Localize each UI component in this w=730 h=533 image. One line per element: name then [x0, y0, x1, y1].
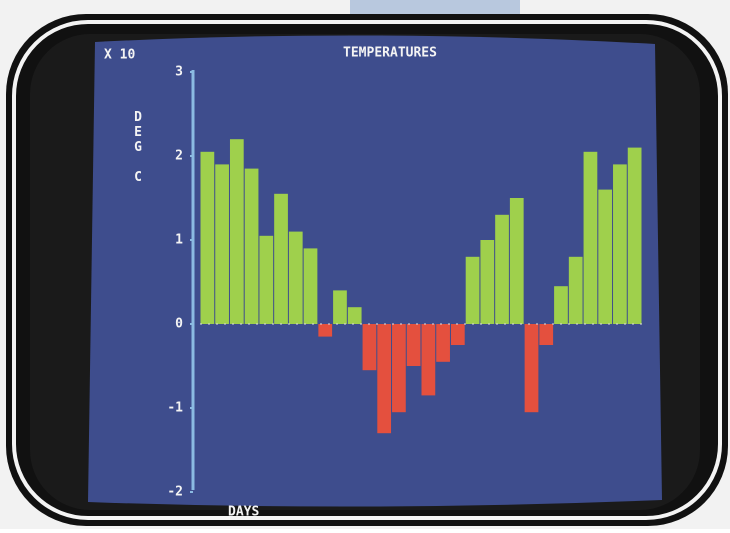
scale-note: X 10 — [104, 48, 135, 63]
bar — [244, 168, 259, 324]
bar — [259, 235, 274, 324]
x-axis-label: DAYS — [228, 505, 259, 520]
y-tick-label: 0 — [175, 317, 183, 332]
bar — [318, 324, 333, 337]
bar — [554, 286, 568, 324]
y-tick-label: 3 — [175, 65, 183, 80]
bar — [421, 324, 436, 396]
bar — [450, 324, 465, 345]
bar — [480, 240, 495, 324]
bar — [598, 189, 613, 324]
y-tick-label: 2 — [175, 149, 183, 164]
bar — [333, 290, 347, 324]
bar — [568, 256, 583, 324]
bar — [406, 324, 421, 366]
y-tick-label: 1 — [175, 233, 183, 248]
bar — [524, 324, 539, 413]
y-axis-label: DEG C — [131, 110, 146, 185]
bar — [613, 164, 627, 324]
y-tick-label: -2 — [167, 485, 183, 500]
bar — [627, 147, 642, 324]
bar — [377, 324, 392, 434]
chart-title: TEMPERATURES — [343, 46, 437, 61]
bar — [436, 324, 450, 362]
bar — [392, 324, 406, 413]
bar — [229, 139, 244, 324]
bar — [303, 248, 318, 324]
bar — [509, 198, 524, 324]
bar — [583, 151, 598, 324]
y-tick-label: -1 — [167, 401, 183, 416]
bar — [539, 324, 554, 345]
bar — [362, 324, 377, 371]
bar — [288, 231, 303, 324]
bar — [465, 256, 480, 324]
bar — [200, 151, 215, 324]
bar — [347, 307, 362, 324]
bar — [495, 214, 509, 324]
bar — [274, 193, 288, 324]
bar — [215, 164, 229, 324]
monitor-rim — [12, 20, 722, 520]
